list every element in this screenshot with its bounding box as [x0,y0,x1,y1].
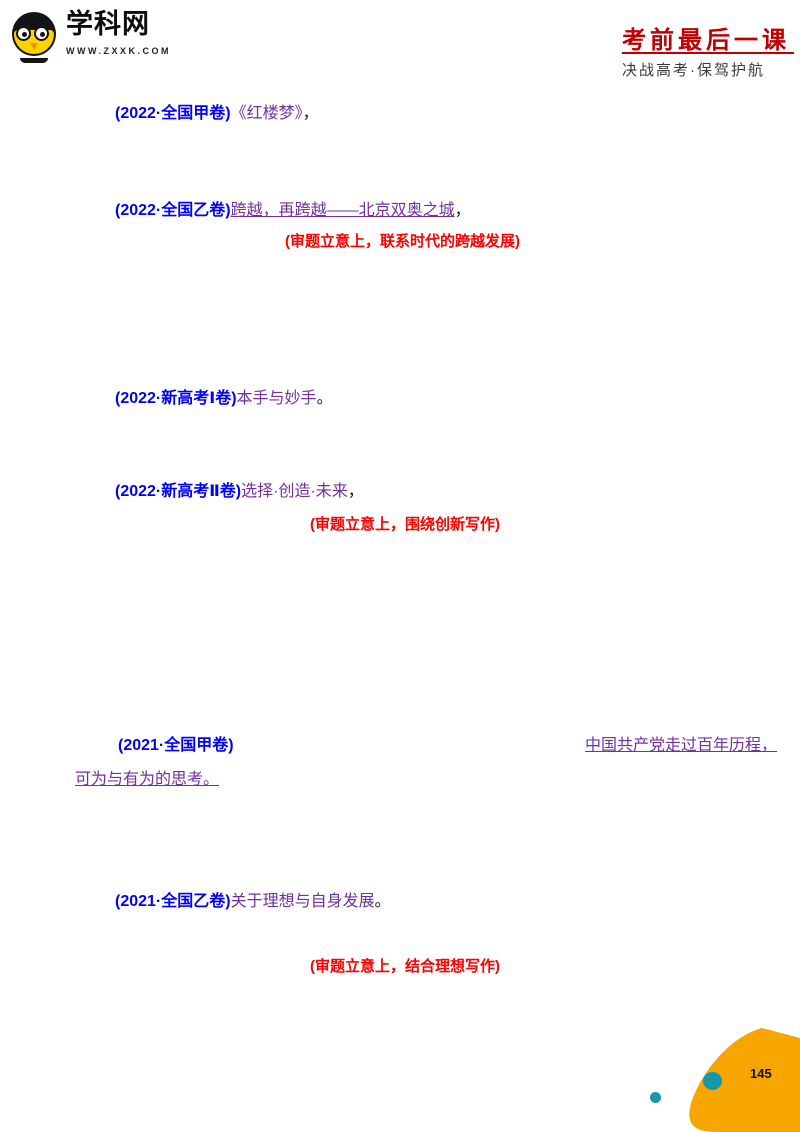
answer-text-6: 关于理想与自身发展 [230,893,375,910]
owl-feet [20,58,48,63]
page-number: 145 [750,1066,772,1081]
punct-1: ， [302,105,319,122]
owl-left-eye [16,26,31,41]
exam-label-4: (2022·新高考Ⅱ卷) [115,483,242,500]
content-line-6: (2021·全国乙卷)关于理想与自身发展。 [115,892,391,911]
brand-name: 学科网 [66,9,150,39]
owl-beak [30,43,38,50]
answer-text-4: 选择·创造·未来 [241,483,348,500]
header-red-rule [622,52,794,54]
hint-line-4: (审题立意上，围绕创新写作) [310,516,500,533]
content-line-1: (2022·全国甲卷)《红楼梦》， [115,104,319,123]
series-title: 考前最后一课 [622,28,790,54]
teal-dot-large [703,1072,722,1090]
content-line-2: (2022·全国乙卷)跨越，再跨越——北京双奥之城， [115,201,471,220]
hint-line-2: (审题立意上，联系时代的跨越发展) [285,233,520,250]
content-line-5-answer-right: 中国共产党走过百年历程， [585,736,777,755]
brand-text-block: 学科网 WWW.ZXXK.COM [66,9,171,56]
punct-4: ， [347,483,364,500]
content-line-5: (2021·全国甲卷) [118,736,234,755]
content-line-3: (2022·新高考Ⅰ卷)本手与妙手。 [115,389,333,408]
corner-blob-shape [689,1028,800,1132]
teal-dot-small [650,1092,661,1103]
exam-label-5: (2021·全国甲卷) [118,737,234,754]
content-line-4: (2022·新高考Ⅱ卷)选择·创造·未来， [115,482,364,501]
punct-6: 。 [374,893,391,910]
answer-text-2: 跨越，再跨越——北京双奥之城 [230,202,455,219]
punct-2: ， [454,202,471,219]
answer-text-1: 《红楼梦》 [230,105,303,122]
exam-label-1: (2022·全国甲卷) [115,105,231,122]
owl-right-eye [34,26,49,41]
brand-logo: 学科网 WWW.ZXXK.COM [12,9,171,68]
answer-text-5a: 中国共产党走过百年历程， [585,737,778,754]
hint-line-6: (审题立意上，结合理想写作) [310,958,500,975]
punct-3: 。 [316,390,333,407]
owl-logo-icon [12,10,58,68]
content-line-5-answer-wrap: 可为与有为的思考。 [75,770,219,789]
brand-url: WWW.ZXXK.COM [66,45,171,56]
answer-text-5b: 可为与有为的思考。 [75,771,220,788]
exam-label-3: (2022·新高考Ⅰ卷) [115,390,237,407]
header-slogan: 决战高考·保驾护航 [622,62,765,79]
answer-text-3: 本手与妙手 [236,390,317,407]
exam-label-6: (2021·全国乙卷) [115,893,231,910]
exam-label-2: (2022·全国乙卷) [115,202,231,219]
